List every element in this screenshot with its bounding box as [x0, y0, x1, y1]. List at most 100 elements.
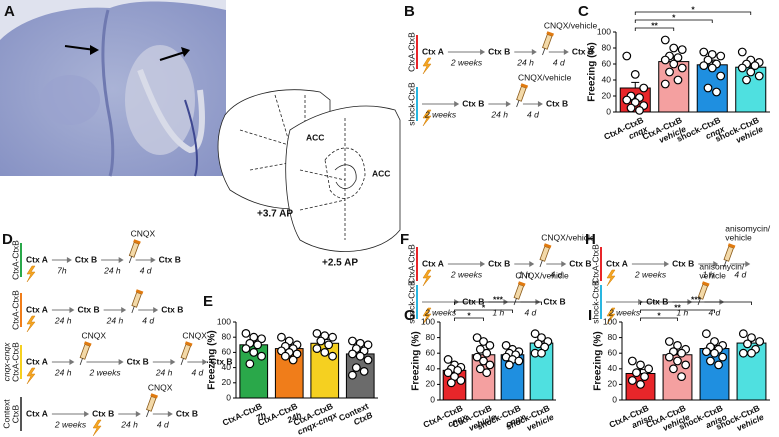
data-point [712, 87, 721, 97]
y-tick-label: 40 [602, 74, 612, 84]
significance-bracket [454, 301, 542, 305]
context-label: Ctx A [26, 408, 48, 418]
interval-label: 7h [57, 265, 67, 275]
arrow-head [531, 49, 537, 55]
data-point [514, 356, 524, 366]
syringe-plunger [520, 83, 529, 89]
arrow-head [713, 261, 719, 267]
context-label: Ctx B [543, 296, 565, 306]
syringe-plunger [133, 239, 141, 245]
syringe-plunger [517, 281, 526, 287]
context-label: Ctx B [161, 304, 183, 314]
context-label: Ctx B [488, 46, 510, 56]
syringe-needle [128, 256, 133, 264]
data-point [636, 360, 645, 370]
data-point [677, 45, 687, 54]
interval-label: 4 d [140, 265, 152, 275]
syringe-plunger [701, 281, 710, 287]
significance-bracket [640, 301, 752, 305]
significance-bracket [640, 317, 678, 321]
data-point [622, 95, 632, 105]
y-tick-label: 80 [426, 332, 436, 342]
context-label: Ctx A [26, 304, 48, 314]
shock-icon [606, 307, 616, 325]
significance-label: * [691, 4, 695, 14]
atlas-region-label: ACC [306, 132, 324, 142]
interval-label: 1 h [492, 307, 504, 317]
group-label: Context [1, 399, 11, 429]
arrow-head [69, 359, 75, 365]
data-point [257, 351, 266, 361]
interval-label: 2 weeks [450, 269, 483, 279]
data-point [755, 337, 765, 346]
y-tick-label: 100 [603, 316, 617, 326]
context-label: Ctx B [92, 408, 114, 418]
significance-label: * [467, 310, 471, 320]
data-point [479, 356, 488, 366]
syringe-icon [180, 341, 193, 366]
syringe-plunger [727, 243, 736, 249]
drug-label: CNQX [131, 228, 156, 238]
interval-label: 2 weeks [54, 419, 87, 429]
data-point [660, 35, 670, 45]
data-point [754, 71, 764, 81]
data-point [485, 341, 495, 350]
data-point [632, 368, 641, 378]
group-label: CtxA-CtxB [406, 32, 416, 72]
data-point [714, 360, 723, 370]
syringe-plunger [135, 289, 144, 295]
interval-label: 1 h [702, 269, 714, 279]
atlas-level-label: +3.7 AP [257, 209, 293, 220]
interval-label: 4 d [734, 269, 746, 279]
data-point [363, 340, 373, 350]
arrow-head [66, 257, 72, 263]
data-point [701, 329, 711, 339]
shock-icon [422, 269, 432, 287]
syringe-needle [180, 358, 184, 366]
data-point [737, 47, 747, 57]
data-point [716, 51, 726, 61]
drug-label: CNQX/vehicle [515, 270, 569, 280]
data-point [716, 71, 726, 81]
syringe-barrel [128, 241, 140, 258]
arrow-head [202, 359, 208, 365]
drug-label: anisomycin/ [699, 261, 745, 271]
data-point [292, 349, 302, 359]
y-tick-label: 0 [226, 392, 231, 402]
data-point [626, 103, 636, 113]
data-point [475, 364, 485, 374]
data-point [669, 364, 678, 374]
arrow-head [529, 261, 535, 267]
drug-label: CNQX/vehicle [518, 72, 572, 82]
drug-label: CNQX [148, 382, 173, 392]
context-label: Ctx B [77, 304, 99, 314]
data-point [738, 329, 748, 339]
shock-icon [422, 109, 432, 127]
interval-label: 4 d [191, 367, 203, 377]
syringe-needle [131, 306, 135, 314]
drug-label: anisomycin/ [725, 223, 771, 233]
context-label: Ctx B [569, 258, 591, 268]
context-label: Ctx B [210, 356, 232, 366]
data-point [640, 372, 649, 382]
shock-icon [422, 57, 432, 75]
arrow-head [121, 307, 127, 313]
atlas-drawing [217, 89, 401, 252]
syringe-barrel [723, 245, 734, 262]
arrow-head [563, 49, 569, 55]
data-point [316, 336, 326, 346]
data-point [664, 337, 674, 346]
arrow-head [69, 307, 75, 313]
y-tick-label: 100 [421, 316, 435, 326]
interval-label: 1 h [676, 307, 688, 317]
arrow-head [170, 359, 176, 365]
data-point [669, 59, 679, 69]
data-point [707, 63, 717, 73]
y-axis-label: Freezing (%) [587, 42, 598, 101]
data-point [324, 340, 334, 350]
y-tick-label: 20 [222, 377, 232, 387]
arrow-head [537, 101, 543, 107]
y-tick-label: 100 [217, 316, 231, 326]
significance-label: *** [493, 294, 504, 304]
syringe-icon [542, 31, 554, 56]
